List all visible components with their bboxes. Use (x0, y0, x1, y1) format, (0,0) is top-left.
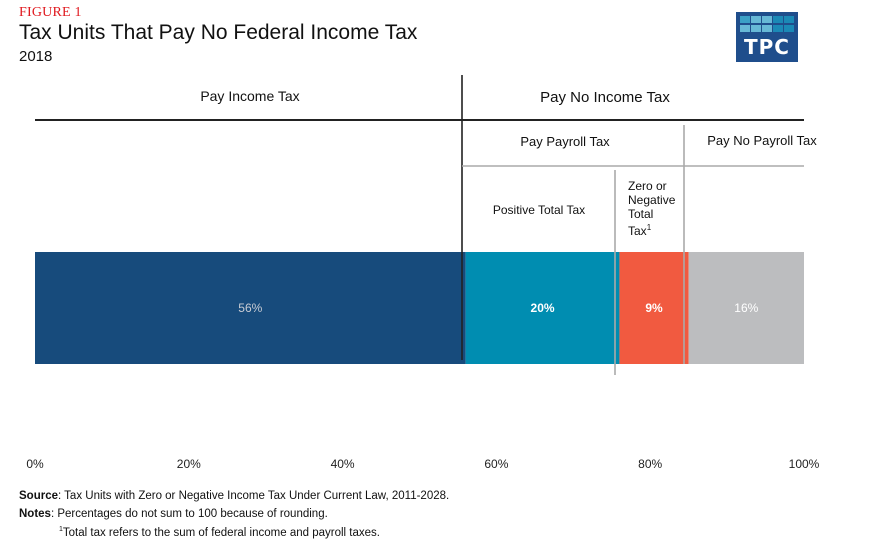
figure-label: FIGURE 1 (19, 5, 82, 20)
x-tick-label: 100% (788, 457, 820, 471)
tpc-logo: TPC (736, 12, 798, 62)
header-zero-or-negative-total-tax: Zero or Negative Total Tax1 (628, 179, 684, 238)
bar-segment-3 (688, 252, 804, 364)
logo-square (773, 16, 783, 23)
zero-line-4: Tax1 (628, 221, 684, 238)
x-tick-label: 20% (176, 457, 201, 471)
bar-segment-0 (35, 252, 466, 364)
header-pay-no-payroll-tax: Pay No Payroll Tax (707, 133, 817, 148)
header-pay-income-tax: Pay Income Tax (200, 88, 300, 104)
logo-square (784, 25, 794, 32)
x-tick-label: 40% (330, 457, 355, 471)
logo-text: TPC (744, 35, 790, 59)
zero-line-4-text: Tax (628, 224, 647, 238)
notes-note: Notes: Percentages do not sum to 100 bec… (19, 508, 328, 520)
logo-square (762, 16, 772, 23)
x-tick-label: 60% (484, 457, 509, 471)
bar-segment-1 (465, 252, 620, 364)
notes-text: : Percentages do not sum to 100 because … (50, 508, 328, 520)
logo-square (773, 25, 783, 32)
bars-group: 56% 20% 9% 16% (35, 252, 804, 364)
header-positive-total-tax: Positive Total Tax (492, 203, 586, 217)
logo-square (784, 16, 794, 23)
source-label: Source (19, 490, 58, 502)
footnote-superscript: 1 (646, 223, 652, 232)
footnote-mark: 1 (59, 526, 63, 533)
header-pay-no-income-tax: Pay No Income Tax (540, 89, 670, 106)
x-tick-label: 0% (26, 457, 44, 471)
logo-square (762, 25, 772, 32)
x-tick-label: 80% (638, 457, 663, 471)
zero-line-3: Total (628, 207, 654, 221)
chart-title: Tax Units That Pay No Federal Income Tax (19, 21, 418, 44)
logo-square (751, 25, 761, 32)
bar-data-label: 56% (238, 301, 262, 315)
chart-subtitle: 2018 (19, 48, 53, 65)
logo-square (740, 25, 750, 32)
header-pay-payroll-tax: Pay Payroll Tax (520, 134, 610, 149)
bar-segment-2 (619, 252, 689, 364)
footnote-text: Total tax refers to the sum of federal i… (62, 526, 380, 539)
notes-label: Notes (19, 508, 51, 520)
zero-line-1: Zero or (628, 179, 667, 193)
bar-data-label: 16% (734, 301, 758, 315)
source-text: : Tax Units with Zero or Negative Income… (58, 490, 450, 502)
bar-data-label: 9% (645, 301, 663, 315)
zero-line-2: Negative (628, 193, 676, 207)
bar-data-label: 20% (531, 301, 555, 315)
logo-square (740, 16, 750, 23)
footnote: 1Total tax refers to the sum of federal … (59, 526, 380, 539)
source-note: Source: Tax Units with Zero or Negative … (19, 490, 449, 502)
logo-square (751, 16, 761, 23)
